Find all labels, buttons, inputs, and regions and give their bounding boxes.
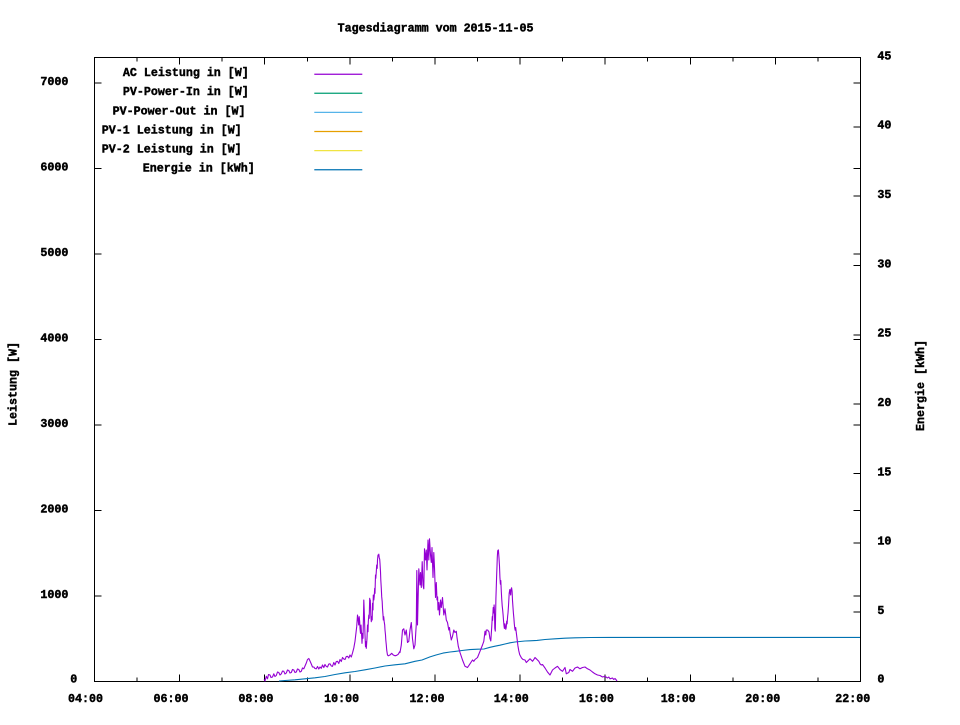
svg-text:16:00: 16:00 [579,692,614,706]
svg-text:10:00: 10:00 [324,692,359,706]
svg-text:0: 0 [70,673,77,687]
svg-text:22:00: 22:00 [835,692,870,706]
svg-text:20:00: 20:00 [745,692,780,706]
svg-text:5000: 5000 [40,246,68,260]
svg-text:3000: 3000 [40,417,68,431]
svg-text:10: 10 [877,535,891,549]
svg-text:Energie [kWh]: Energie [kWh] [914,340,928,431]
svg-text:Leistung [W]: Leistung [W] [6,342,20,426]
svg-text:Energie in [kWh]: Energie in [kWh] [143,162,255,176]
svg-text:30: 30 [877,257,891,271]
svg-text:35: 35 [877,188,891,202]
svg-text:2000: 2000 [40,502,68,516]
svg-text:PV-Power-Out in [W]: PV-Power-Out in [W] [113,104,246,118]
svg-text:5: 5 [877,604,884,618]
svg-text:AC Leistung in [W]: AC Leistung in [W] [123,66,249,80]
svg-text:18:00: 18:00 [661,692,696,706]
svg-text:25: 25 [877,327,891,341]
svg-text:6000: 6000 [40,160,68,174]
svg-text:0: 0 [877,673,884,687]
svg-text:40: 40 [877,119,891,133]
svg-text:04:00: 04:00 [68,692,103,706]
svg-text:20: 20 [877,396,891,410]
svg-text:PV-1 Leistung in [W]: PV-1 Leistung in [W] [102,123,242,137]
svg-text:12:00: 12:00 [410,692,445,706]
svg-text:7000: 7000 [40,75,68,89]
svg-text:14:00: 14:00 [494,692,529,706]
svg-text:4000: 4000 [40,331,68,345]
svg-text:06:00: 06:00 [154,692,189,706]
svg-text:1000: 1000 [40,588,68,602]
svg-text:15: 15 [877,465,891,479]
svg-text:PV-2 Leistung in [W]: PV-2 Leistung in [W] [102,143,242,157]
svg-text:Tagesdiagramm vom 2015-11-05: Tagesdiagramm vom 2015-11-05 [338,21,534,35]
svg-text:PV-Power-In in [W]: PV-Power-In in [W] [123,85,249,99]
svg-text:08:00: 08:00 [238,692,273,706]
svg-text:45: 45 [877,49,891,63]
